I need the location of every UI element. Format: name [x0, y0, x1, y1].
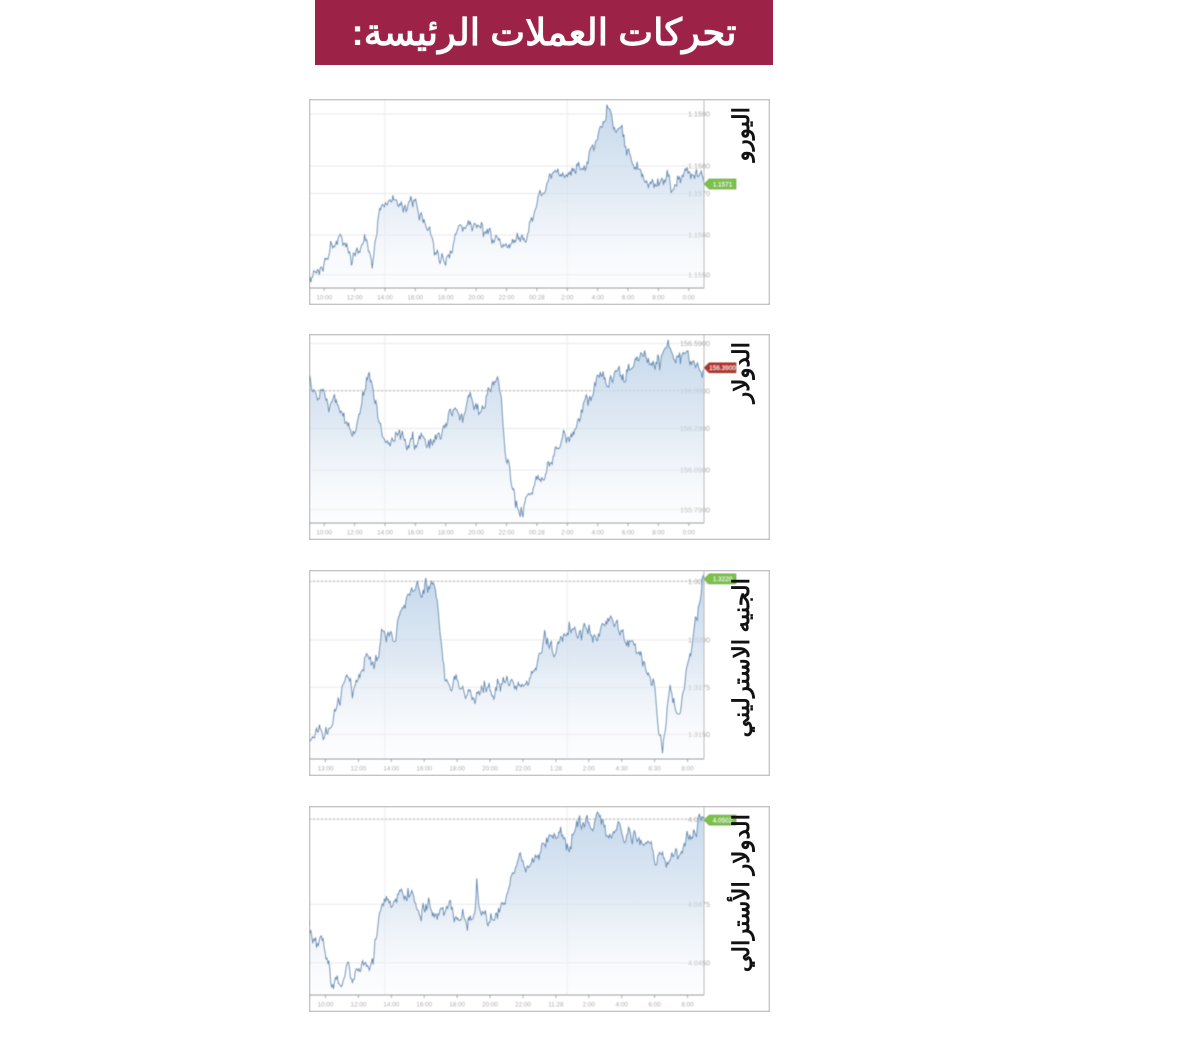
svg-text:1.1580: 1.1580 — [688, 162, 710, 171]
svg-text:13:00: 13:00 — [318, 765, 334, 772]
svg-text:20:00: 20:00 — [482, 765, 498, 772]
svg-text:18:00: 18:00 — [449, 1001, 465, 1008]
svg-text:4:00: 4:00 — [592, 294, 605, 301]
svg-text:156.5900: 156.5900 — [680, 339, 710, 348]
svg-text:1.1571: 1.1571 — [713, 181, 733, 188]
svg-text:16:00: 16:00 — [416, 1001, 432, 1008]
svg-text:22:00: 22:00 — [515, 765, 531, 772]
svg-text:6:00: 6:00 — [622, 529, 635, 536]
svg-text:8:00: 8:00 — [652, 294, 665, 301]
svg-text:2:00: 2:00 — [561, 294, 574, 301]
svg-text:8:00: 8:00 — [681, 1001, 694, 1008]
svg-text:12:00: 12:00 — [351, 1001, 367, 1008]
svg-text:2:00: 2:00 — [583, 1001, 596, 1008]
svg-text:20:00: 20:00 — [468, 529, 484, 536]
svg-text:14:00: 14:00 — [377, 294, 393, 301]
svg-text:16:00: 16:00 — [407, 529, 423, 536]
svg-text:10:00: 10:00 — [318, 1001, 334, 1008]
svg-text:14:00: 14:00 — [383, 765, 399, 772]
svg-text:16:00: 16:00 — [407, 294, 423, 301]
svg-text:14:00: 14:00 — [377, 529, 393, 536]
svg-text:22:00: 22:00 — [499, 529, 515, 536]
svg-text:12:00: 12:00 — [351, 765, 367, 772]
svg-text:1:28: 1:28 — [550, 765, 563, 772]
svg-text:4:00: 4:00 — [592, 529, 605, 536]
svg-text:22:00: 22:00 — [499, 294, 515, 301]
svg-text:6:00: 6:00 — [622, 294, 635, 301]
svg-text:18:00: 18:00 — [449, 765, 465, 772]
svg-text:1.1590: 1.1590 — [688, 110, 710, 119]
svg-text:12:00: 12:00 — [347, 529, 363, 536]
svg-text:00:28: 00:28 — [529, 294, 545, 301]
svg-text:20:00: 20:00 — [482, 1001, 498, 1008]
svg-text:2:00: 2:00 — [561, 529, 574, 536]
svg-text:20:00: 20:00 — [468, 294, 484, 301]
svg-text:0:00: 0:00 — [683, 529, 696, 536]
svg-text:22:00: 22:00 — [515, 1001, 531, 1008]
svg-text:2:00: 2:00 — [583, 765, 596, 772]
svg-text:0:00: 0:00 — [683, 294, 696, 301]
svg-text:6:30: 6:30 — [648, 765, 661, 772]
svg-text:11:28: 11:28 — [548, 1001, 564, 1008]
svg-text:8:00: 8:00 — [681, 765, 694, 772]
svg-text:12:00: 12:00 — [347, 294, 363, 301]
svg-text:18:00: 18:00 — [438, 294, 454, 301]
svg-text:14:00: 14:00 — [383, 1001, 399, 1008]
svg-text:10:00: 10:00 — [316, 294, 332, 301]
svg-text:4:30: 4:30 — [616, 765, 629, 772]
svg-text:16:00: 16:00 — [416, 765, 432, 772]
svg-text:18:00: 18:00 — [438, 529, 454, 536]
svg-text:8:00: 8:00 — [652, 529, 665, 536]
svg-text:4:00: 4:00 — [616, 1001, 629, 1008]
svg-text:00:28: 00:28 — [529, 529, 545, 536]
svg-text:6:00: 6:00 — [648, 1001, 661, 1008]
svg-text:10:00: 10:00 — [316, 529, 332, 536]
